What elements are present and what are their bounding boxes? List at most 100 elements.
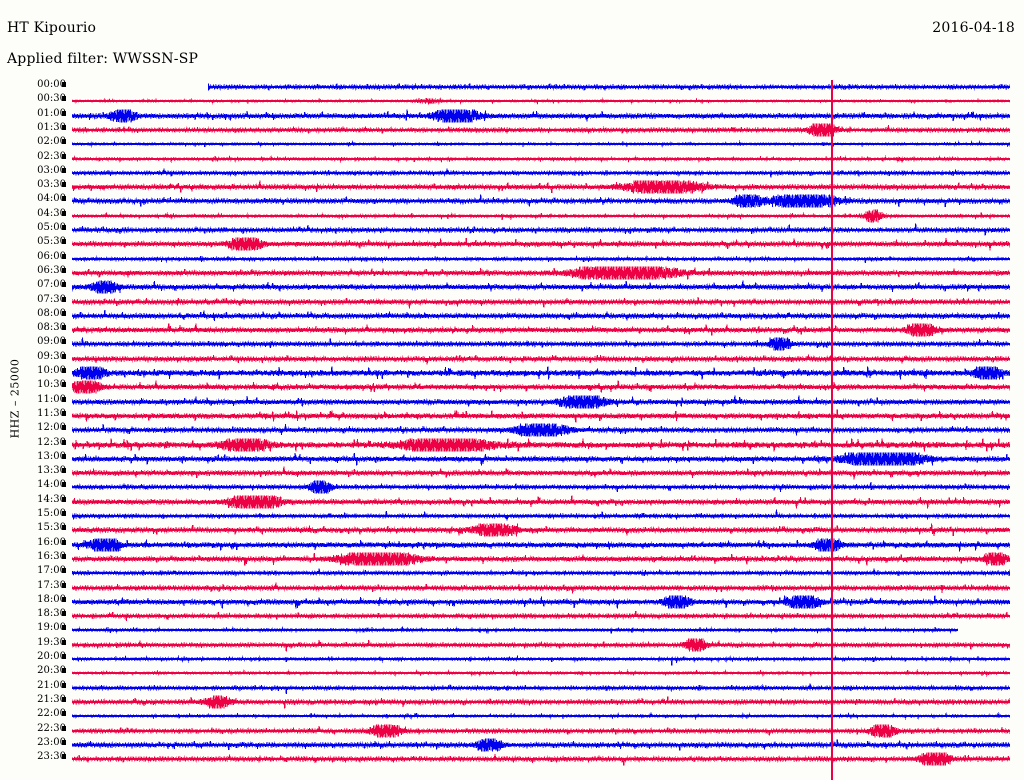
trace-svg <box>72 323 1010 337</box>
trace-row: 07:30 <box>0 294 1024 309</box>
trace-svg <box>72 237 1010 251</box>
trace-row: 20:00 <box>0 652 1024 666</box>
trace-time-label: 01:30 <box>37 121 66 133</box>
trace-svg <box>72 712 1010 721</box>
trace-time-label: 05:30 <box>37 236 66 248</box>
trace-svg <box>72 296 1010 309</box>
trace-time-label: 02:00 <box>37 136 66 148</box>
trace-svg <box>72 266 1010 280</box>
trace-time-label: 02:30 <box>37 150 66 162</box>
axis-tick <box>62 167 66 173</box>
trace-waveform <box>72 366 1010 380</box>
axis-tick <box>62 482 66 488</box>
trace-row: 04:30 <box>0 208 1024 223</box>
axis-tick <box>62 239 66 245</box>
trace-row: 03:30 <box>0 180 1024 194</box>
trace-time-label: 14:30 <box>37 493 66 505</box>
axis-tick <box>62 296 66 302</box>
trace-waveform <box>72 552 1010 566</box>
trace-svg <box>72 452 1010 466</box>
trace-svg <box>72 97 1010 106</box>
trace-row: 10:30 <box>0 380 1024 394</box>
trace-svg <box>72 610 1010 622</box>
station-title: HT Kipourio <box>7 20 97 36</box>
trace-svg <box>72 537 1010 552</box>
trace-waveform <box>72 309 1010 323</box>
trace-waveform <box>72 337 1010 352</box>
seismogram-plot: 00:00 00:30 01:00 01:30 02:00 02:30 03:00 03:30… <box>0 80 1024 770</box>
trace-waveform <box>72 609 1010 623</box>
trace-time-label: 16:30 <box>37 550 66 562</box>
trace-svg <box>72 394 1010 409</box>
axis-tick <box>62 282 66 288</box>
trace-svg <box>72 154 1010 163</box>
trace-row: 09:30 <box>0 350 1024 366</box>
axis-tick <box>62 82 66 87</box>
trace-waveform <box>72 566 1010 580</box>
trace-row: 12:30 <box>0 436 1024 452</box>
trace-time-label: 23:30 <box>37 751 66 763</box>
trace-row: 11:30 <box>0 408 1024 423</box>
trace-waveform <box>72 595 1010 609</box>
trace-row: 10:00 <box>0 366 1024 380</box>
trace-waveform <box>72 523 1010 537</box>
axis-tick <box>62 525 66 531</box>
axis-tick <box>62 353 66 359</box>
trace-row: 23:00 <box>0 736 1024 752</box>
trace-svg <box>72 582 1010 594</box>
axis-tick <box>62 696 66 702</box>
trace-time-label: 03:00 <box>37 164 66 176</box>
applied-filter-label: Applied filter: WWSSN-SP <box>7 51 199 67</box>
axis-tick <box>62 267 66 273</box>
axis-tick <box>62 468 66 474</box>
trace-time-label: 15:30 <box>37 522 66 534</box>
trace-row: 12:00 <box>0 423 1024 437</box>
axis-tick <box>62 210 66 216</box>
trace-waveform <box>208 80 1010 94</box>
trace-svg <box>72 108 1010 123</box>
axis-tick <box>62 325 66 331</box>
trace-time-label: 12:30 <box>37 436 66 448</box>
trace-svg <box>72 409 1010 423</box>
axis-tick <box>62 182 66 188</box>
trace-row: 18:00 <box>0 593 1024 609</box>
axis-tick <box>62 639 66 645</box>
trace-row: 11:00 <box>0 393 1024 409</box>
axis-tick <box>62 225 66 230</box>
axis-tick <box>62 539 66 545</box>
trace-waveform <box>72 695 1010 709</box>
trace-waveform <box>72 280 1010 294</box>
trace-row: 13:00 <box>0 451 1024 466</box>
trace-waveform <box>72 495 1010 509</box>
trace-row: 14:30 <box>0 493 1024 509</box>
trace-time-label: 08:00 <box>37 307 66 319</box>
trace-svg <box>72 568 1010 578</box>
trace-svg <box>72 595 1010 609</box>
trace-waveform <box>72 509 1010 523</box>
trace-time-label: 08:30 <box>37 322 66 334</box>
axis-tick <box>62 453 66 459</box>
axis-tick <box>62 153 66 159</box>
trace-waveform <box>72 581 1010 595</box>
trace-time-label: 17:00 <box>37 565 66 577</box>
trace-waveform <box>72 723 1010 738</box>
trace-row: 20:30 <box>0 666 1024 680</box>
axis-tick <box>62 582 66 588</box>
trace-time-label: 23:00 <box>37 736 66 748</box>
trace-svg <box>72 366 1010 380</box>
trace-time-label: 09:30 <box>37 350 66 362</box>
trace-time-label: 18:00 <box>37 593 66 605</box>
trace-row: 22:30 <box>0 723 1024 738</box>
trace-time-label: 17:30 <box>37 579 66 591</box>
trace-svg <box>72 683 1010 694</box>
trace-svg <box>72 354 1010 365</box>
trace-waveform <box>72 466 1010 480</box>
trace-time-label: 12:00 <box>37 422 66 434</box>
trace-time-label: 19:30 <box>37 636 66 648</box>
trace-time-label: 11:00 <box>37 393 66 405</box>
trace-svg <box>72 180 1010 194</box>
trace-time-label: 04:00 <box>37 193 66 205</box>
axis-tick <box>62 439 66 445</box>
trace-waveform <box>72 666 1010 680</box>
trace-waveform <box>72 323 1010 337</box>
